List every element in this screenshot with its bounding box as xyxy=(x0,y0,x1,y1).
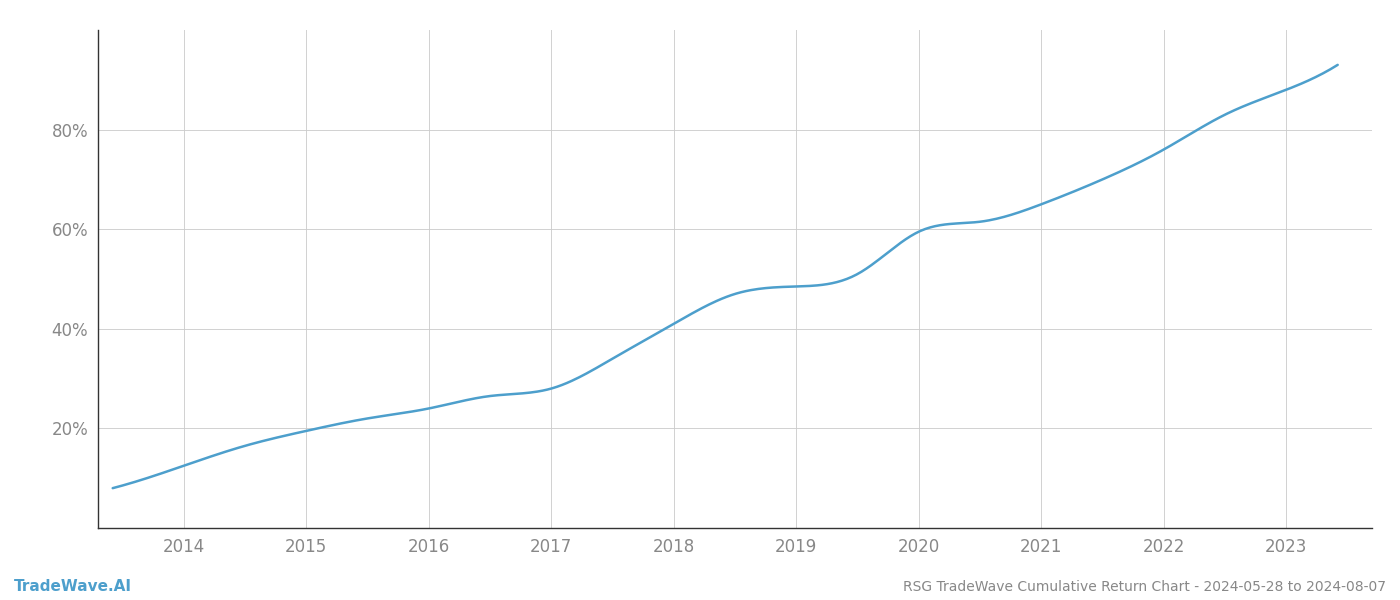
Text: TradeWave.AI: TradeWave.AI xyxy=(14,579,132,594)
Text: RSG TradeWave Cumulative Return Chart - 2024-05-28 to 2024-08-07: RSG TradeWave Cumulative Return Chart - … xyxy=(903,580,1386,594)
